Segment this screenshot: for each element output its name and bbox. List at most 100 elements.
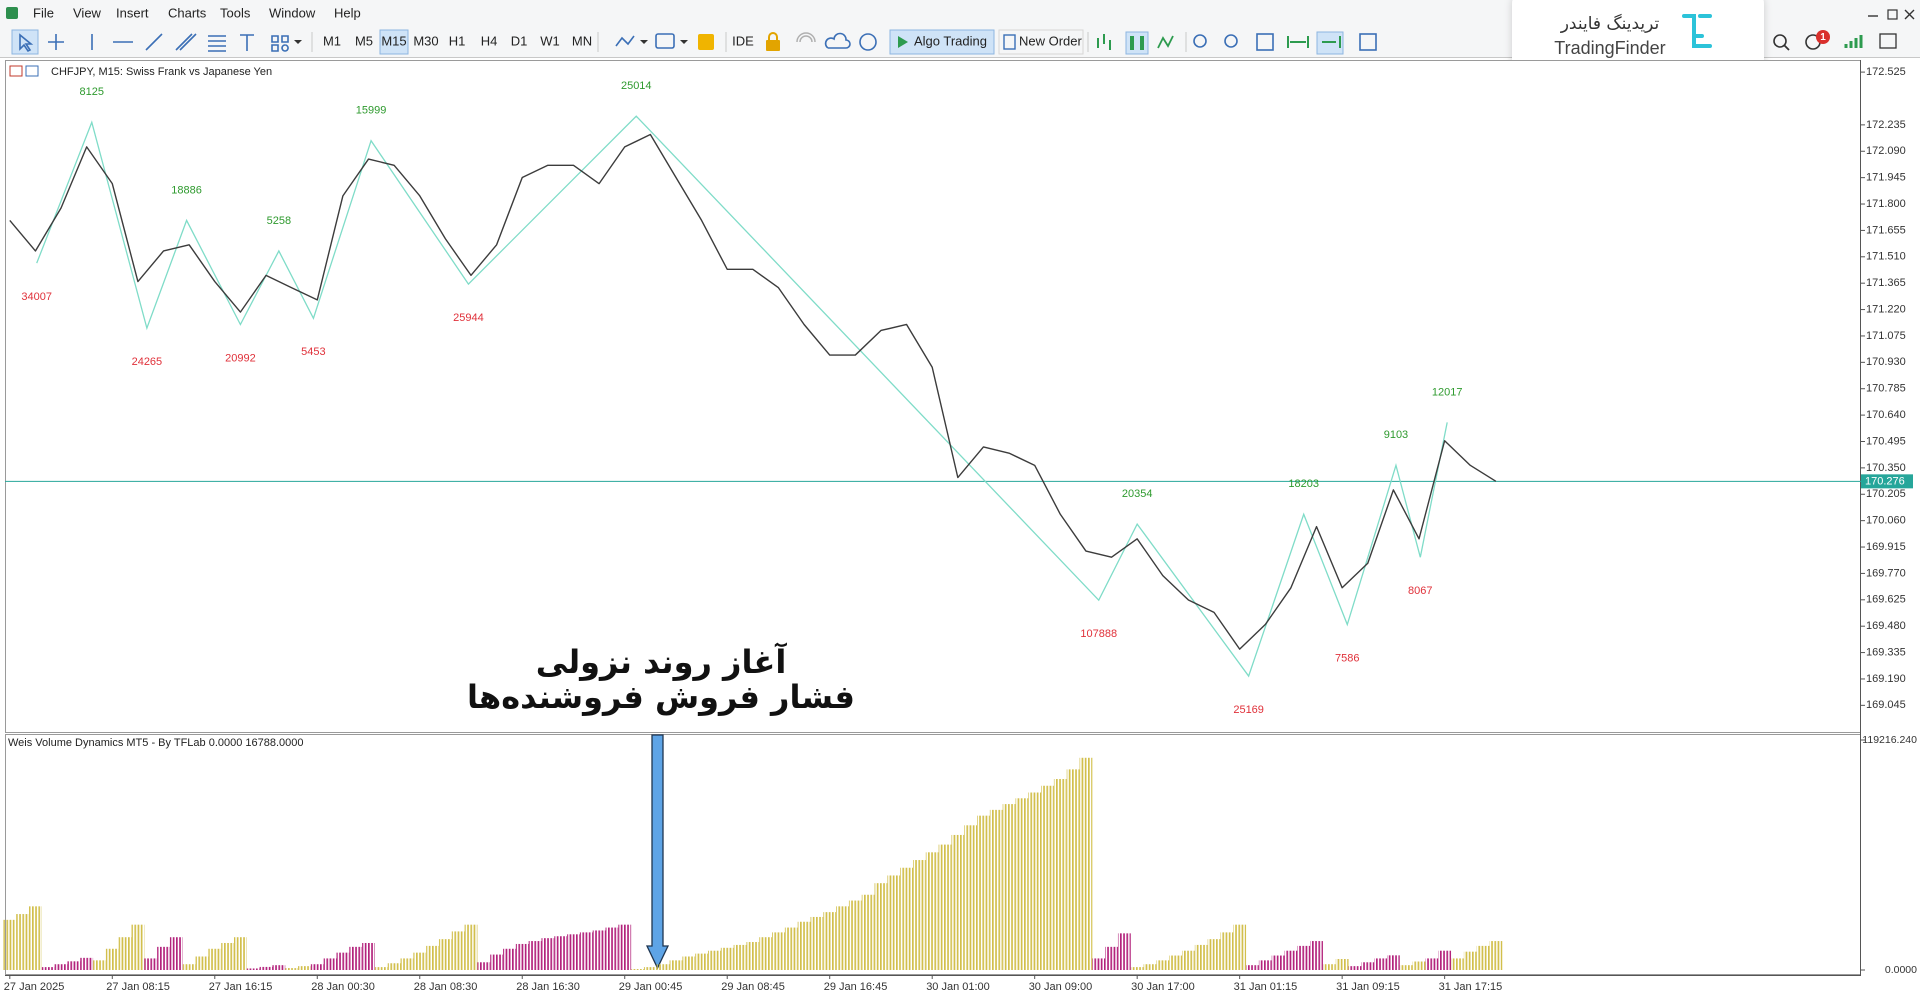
cloud-icon[interactable] bbox=[824, 32, 851, 49]
connection-icon[interactable] bbox=[1844, 35, 1863, 48]
layout-icon[interactable] bbox=[1879, 33, 1897, 49]
x-tick-label: 27 Jan 16:15 bbox=[209, 981, 273, 993]
close[interactable] bbox=[1904, 9, 1915, 20]
y-tick-label: 170.640 bbox=[1866, 409, 1906, 421]
timeframe-button[interactable]: M1 bbox=[323, 33, 341, 48]
volume-bar bbox=[1451, 958, 1464, 970]
menu-item[interactable]: View bbox=[73, 5, 102, 20]
scroll-icon[interactable] bbox=[1287, 36, 1309, 48]
volume-bar bbox=[682, 956, 696, 970]
zigzag-volume-label: 7586 bbox=[1335, 652, 1359, 664]
volume-bar bbox=[464, 924, 478, 970]
volume-bar bbox=[1207, 939, 1221, 970]
volume-bar bbox=[1297, 945, 1311, 970]
menu-item[interactable]: Tools bbox=[220, 5, 251, 20]
volume-bar bbox=[528, 941, 542, 970]
logo-text-fa: تریدینگ فایندر bbox=[1560, 13, 1660, 34]
menu-item[interactable]: Insert bbox=[116, 5, 149, 20]
menu-item[interactable]: Window bbox=[269, 5, 316, 20]
indicators-icon[interactable] bbox=[655, 33, 675, 49]
y-tick-label: 170.350 bbox=[1866, 462, 1906, 474]
cursor-button[interactable] bbox=[11, 29, 39, 55]
volume-bar bbox=[1284, 950, 1298, 970]
channel-icon[interactable] bbox=[175, 33, 197, 51]
volume-bar bbox=[157, 946, 170, 970]
y-tick-label: 169.045 bbox=[1866, 699, 1906, 711]
vps-icon[interactable] bbox=[859, 33, 877, 51]
menu-item[interactable]: Help bbox=[334, 5, 361, 20]
volume-bar bbox=[169, 937, 183, 970]
signal-icon[interactable] bbox=[796, 32, 816, 43]
active-timeframe bbox=[379, 29, 409, 55]
window-controls: 1 bbox=[1773, 9, 1915, 51]
ide-button[interactable]: IDE bbox=[732, 33, 754, 48]
volume-bar bbox=[1489, 941, 1503, 970]
volume-bar bbox=[1310, 941, 1323, 970]
bars-icon[interactable] bbox=[1097, 34, 1111, 50]
y-tick-label: 169.190 bbox=[1866, 673, 1906, 685]
y-tick-label: 170.785 bbox=[1866, 383, 1906, 395]
search-icon[interactable] bbox=[1773, 34, 1787, 48]
crosshair-icon[interactable] bbox=[48, 34, 64, 50]
zigzag-volume-label: 5453 bbox=[301, 346, 325, 358]
current-price-box bbox=[1861, 474, 1913, 489]
volume-bar bbox=[1412, 961, 1426, 970]
x-tick-label: 28 Jan 08:30 bbox=[414, 981, 478, 993]
volume-bar bbox=[298, 966, 311, 970]
menu-item[interactable]: File bbox=[33, 5, 54, 20]
zoom-out-icon[interactable] bbox=[1224, 34, 1238, 48]
volume-bar bbox=[1079, 757, 1093, 970]
shapes-icon[interactable] bbox=[271, 35, 289, 52]
zigzag-volume-label: 107888 bbox=[1080, 628, 1117, 640]
lock-icon[interactable] bbox=[766, 40, 780, 51]
timeframe-button[interactable]: D1 bbox=[511, 33, 528, 48]
x-tick-label: 28 Jan 16:30 bbox=[516, 981, 580, 993]
x-tick-label: 29 Jan 00:45 bbox=[619, 981, 683, 993]
y-tick-label: 172.235 bbox=[1866, 119, 1906, 131]
volume-bar bbox=[797, 921, 811, 970]
timeframe-button[interactable]: M30 bbox=[413, 33, 438, 48]
zigzag-volume-label: 25944 bbox=[453, 312, 484, 324]
volume-bar bbox=[874, 883, 888, 970]
volume-bar bbox=[772, 932, 785, 970]
trendline-icon[interactable] bbox=[145, 33, 163, 51]
timeframe-button[interactable]: M15 bbox=[381, 33, 406, 48]
menu-item[interactable]: Charts bbox=[168, 5, 207, 20]
new-order-button[interactable] bbox=[998, 29, 1084, 55]
signals-icon[interactable] bbox=[698, 34, 714, 50]
volume-bar bbox=[746, 942, 760, 970]
zoom-in-icon[interactable] bbox=[1193, 34, 1207, 48]
order-icon bbox=[1003, 34, 1016, 50]
screenshot-icon[interactable] bbox=[1359, 33, 1377, 51]
text-icon[interactable] bbox=[240, 34, 254, 51]
volume-bar bbox=[182, 964, 196, 970]
line-icon[interactable] bbox=[1157, 35, 1174, 49]
volume-bar bbox=[810, 916, 824, 970]
volume-bar bbox=[784, 927, 798, 970]
restore[interactable] bbox=[1887, 9, 1898, 20]
volume-bar bbox=[1156, 960, 1170, 970]
timeframe-button[interactable]: H4 bbox=[481, 33, 498, 48]
chart-title: CHFJPY, M15: Swiss Frank vs Japanese Yen bbox=[51, 66, 272, 78]
zigzag-volume-label: 18886 bbox=[171, 184, 202, 196]
y-tick-label: 172.090 bbox=[1866, 145, 1906, 157]
app-icon bbox=[6, 7, 18, 19]
y-tick-label: 0.0000 bbox=[1885, 964, 1917, 976]
volume-bar bbox=[1015, 798, 1029, 970]
chart-type-icon[interactable] bbox=[615, 35, 635, 47]
zigzag-volume-label: 8125 bbox=[80, 86, 104, 98]
volume-bar bbox=[1041, 785, 1054, 970]
timeframe-button[interactable]: M5 bbox=[355, 33, 373, 48]
timeframe-button[interactable]: W1 bbox=[540, 33, 560, 48]
volume-bar bbox=[490, 954, 504, 970]
candles-button[interactable] bbox=[1125, 31, 1149, 55]
volume-bar bbox=[836, 906, 849, 970]
volume-bar bbox=[413, 952, 427, 970]
x-tick-label: 31 Jan 17:15 bbox=[1439, 981, 1503, 993]
tile-icon[interactable] bbox=[1256, 33, 1274, 51]
fibo-icon[interactable] bbox=[208, 35, 226, 52]
timeframe-button[interactable]: MN bbox=[572, 33, 592, 48]
volume-bar bbox=[144, 958, 158, 970]
timeframe-button[interactable]: H1 bbox=[449, 33, 466, 48]
annotation-arrow bbox=[645, 734, 670, 970]
